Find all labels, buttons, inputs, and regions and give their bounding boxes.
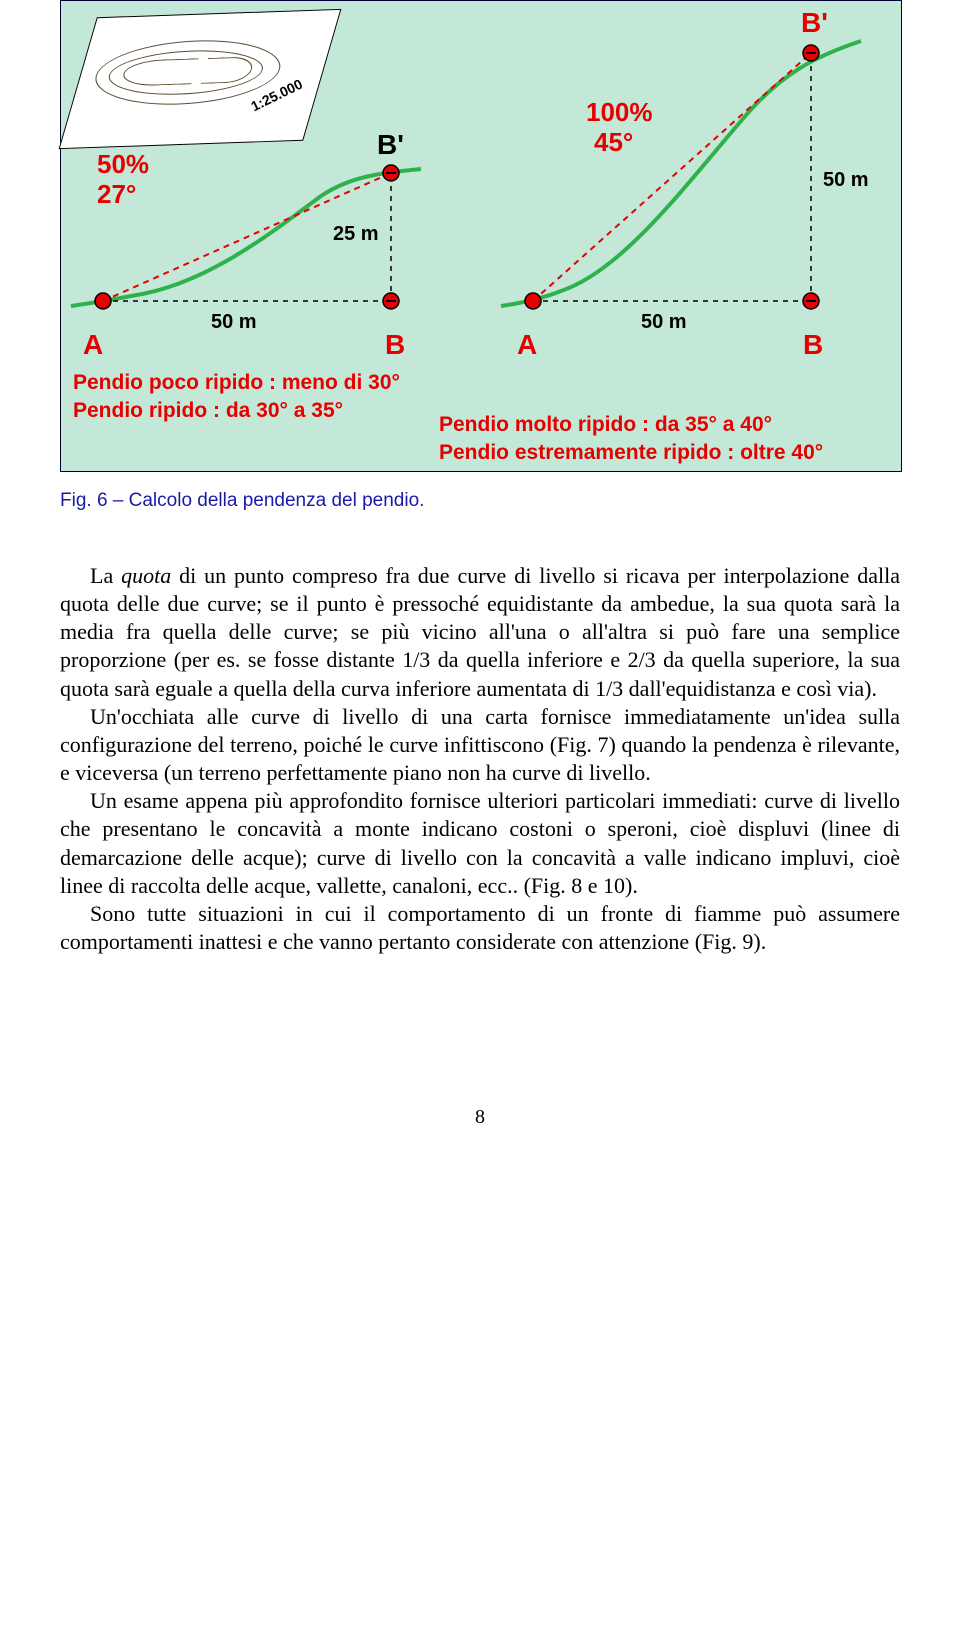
right-A: A (517, 329, 537, 361)
left-bprime: B' (377, 129, 404, 161)
body-text: La quota di un punto compreso fra due cu… (60, 562, 900, 956)
para-3: Un esame appena più approfondito fornisc… (60, 787, 900, 900)
left-A: A (83, 329, 103, 361)
left-run: 50 m (211, 311, 257, 334)
class-ext: Pendio estremamente ripido : oltre 40° (439, 441, 823, 465)
figure-caption: Fig. 6 – Calcolo della pendenza del pend… (60, 490, 900, 512)
left-rise: 25 m (333, 223, 379, 246)
right-run: 50 m (641, 311, 687, 334)
left-angle: 27° (97, 179, 136, 210)
left-percent: 50% (97, 149, 149, 180)
class-high: Pendio molto ripido : da 35° a 40° (439, 413, 772, 437)
right-bprime: B' (801, 7, 828, 39)
class-low: Pendio poco ripido : meno di 30° (73, 371, 400, 395)
para-1: La quota di un punto compreso fra due cu… (60, 562, 900, 703)
class-mid: Pendio ripido : da 30° a 35° (73, 399, 343, 423)
right-percent: 100% (586, 97, 653, 128)
page-number: 8 (60, 1106, 900, 1129)
left-B: B (385, 329, 405, 361)
para-4: Sono tutte situazioni in cui il comporta… (60, 900, 900, 956)
para-2: Un'occhiata alle curve di livello di una… (60, 703, 900, 787)
right-angle: 45° (594, 127, 633, 158)
slope-figure: 1:25.000 (60, 0, 902, 472)
right-B: B (803, 329, 823, 361)
right-rise: 50 m (823, 169, 869, 192)
